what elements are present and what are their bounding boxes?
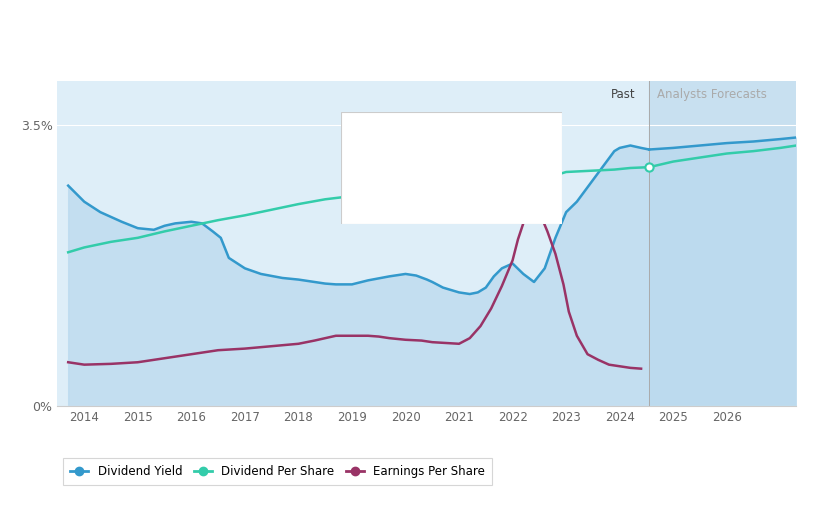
Bar xyxy=(649,81,796,406)
Text: UK£1.090 /yr: UK£1.090 /yr xyxy=(463,184,530,195)
Text: Earnings Per Share: Earnings Per Share xyxy=(352,211,451,220)
Legend: Dividend Yield, Dividend Per Share, Earnings Per Share: Dividend Yield, Dividend Per Share, Earn… xyxy=(63,458,493,485)
Text: 3.2% /yr: 3.2% /yr xyxy=(463,156,507,166)
Text: Analysts Forecasts: Analysts Forecasts xyxy=(657,88,767,102)
Text: No data: No data xyxy=(463,211,503,220)
Text: Dividend Yield: Dividend Yield xyxy=(352,156,426,166)
Text: Dividend Per Share: Dividend Per Share xyxy=(352,184,452,195)
FancyBboxPatch shape xyxy=(341,112,562,224)
Text: Past: Past xyxy=(611,88,635,102)
Point xyxy=(643,163,656,171)
Text: Nov 29 2024: Nov 29 2024 xyxy=(352,130,434,143)
